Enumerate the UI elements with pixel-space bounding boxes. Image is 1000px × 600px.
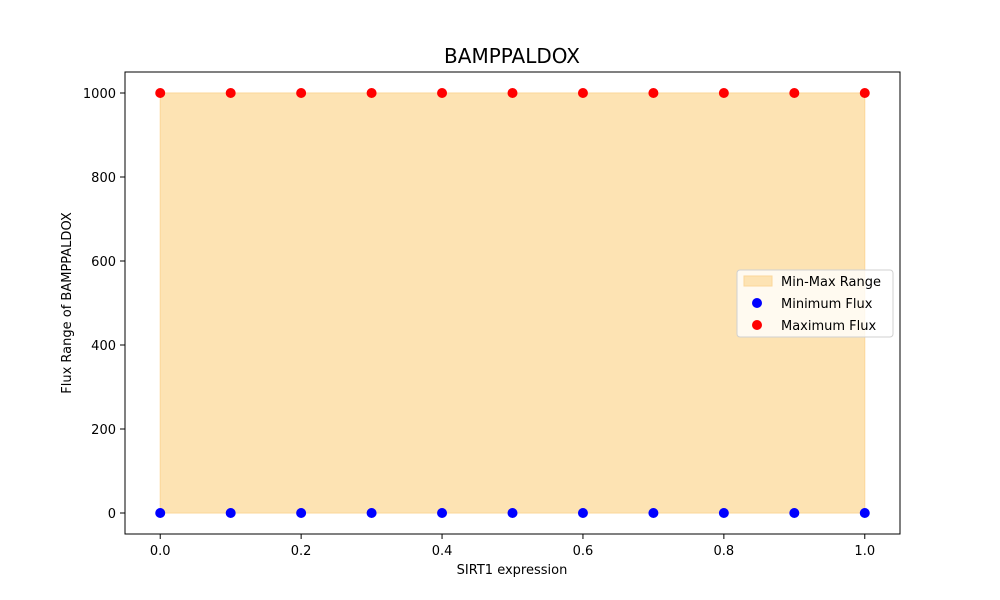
minimum-flux-point [789,508,800,518]
legend-marker [752,298,762,308]
minimum-flux-point [437,508,448,518]
legend-item-maximum-flux: Maximum Flux [781,319,877,334]
x-axis-label: SIRT1 expression [457,563,568,578]
maximum-flux-point [437,88,448,98]
y-tick-label: 200 [91,423,116,438]
legend-box [736,269,894,338]
maximum-flux-point [718,88,729,98]
legend-item-minimum-flux: Minimum Flux [781,297,873,312]
maximum-flux-point [648,88,659,98]
maximum-flux-point [155,88,166,98]
minimum-flux-point [296,508,307,518]
plot-layer [155,88,870,518]
maximum-flux-point [296,88,307,98]
x-tick-label: 0.2 [291,544,312,559]
maximum-flux-point [577,88,588,98]
x-tick-label: 0.0 [150,544,171,559]
x-tick-label: 1.0 [854,544,875,559]
x-tick-label: 0.6 [573,544,594,559]
minimum-flux-point [155,508,166,518]
minimum-flux-point [859,508,870,518]
y-axis-label: Flux Range of BAMPPALDOX [60,212,75,394]
minimum-flux-point [225,508,236,518]
y-tick-label: 400 [91,339,116,354]
plot-frame [124,71,901,535]
x-tick-label: 0.8 [714,544,735,559]
tick-layer: 0.0 0.2 0.4 0.6 0.8 1.0 0 200 400 600 800 1000 [83,87,875,559]
maximum-flux-point [859,88,870,98]
y-tick-label: 0 [108,507,116,522]
y-tick-label: 600 [91,255,116,270]
minimum-flux-point [366,508,377,518]
legend-marker [752,320,762,330]
y-tick-label: 800 [91,171,116,186]
maximum-flux-point [789,88,800,98]
legend-item-min-max-range: Min-Max Range [781,275,881,290]
y-tick-label: 1000 [83,87,116,102]
minimum-flux-point [577,508,588,518]
legend-swatch-range [743,275,773,287]
minimum-flux-point [718,508,729,518]
chart-title: BAMPPALDOX [444,44,580,68]
maximum-flux-point [366,88,377,98]
legend: Min-Max Range Minimum Flux Maximum Flux [736,269,894,338]
minimum-flux-point [648,508,659,518]
minimum-flux-point [507,508,518,518]
maximum-flux-point [507,88,518,98]
x-tick-label: 0.4 [432,544,453,559]
maximum-flux-point [225,88,236,98]
